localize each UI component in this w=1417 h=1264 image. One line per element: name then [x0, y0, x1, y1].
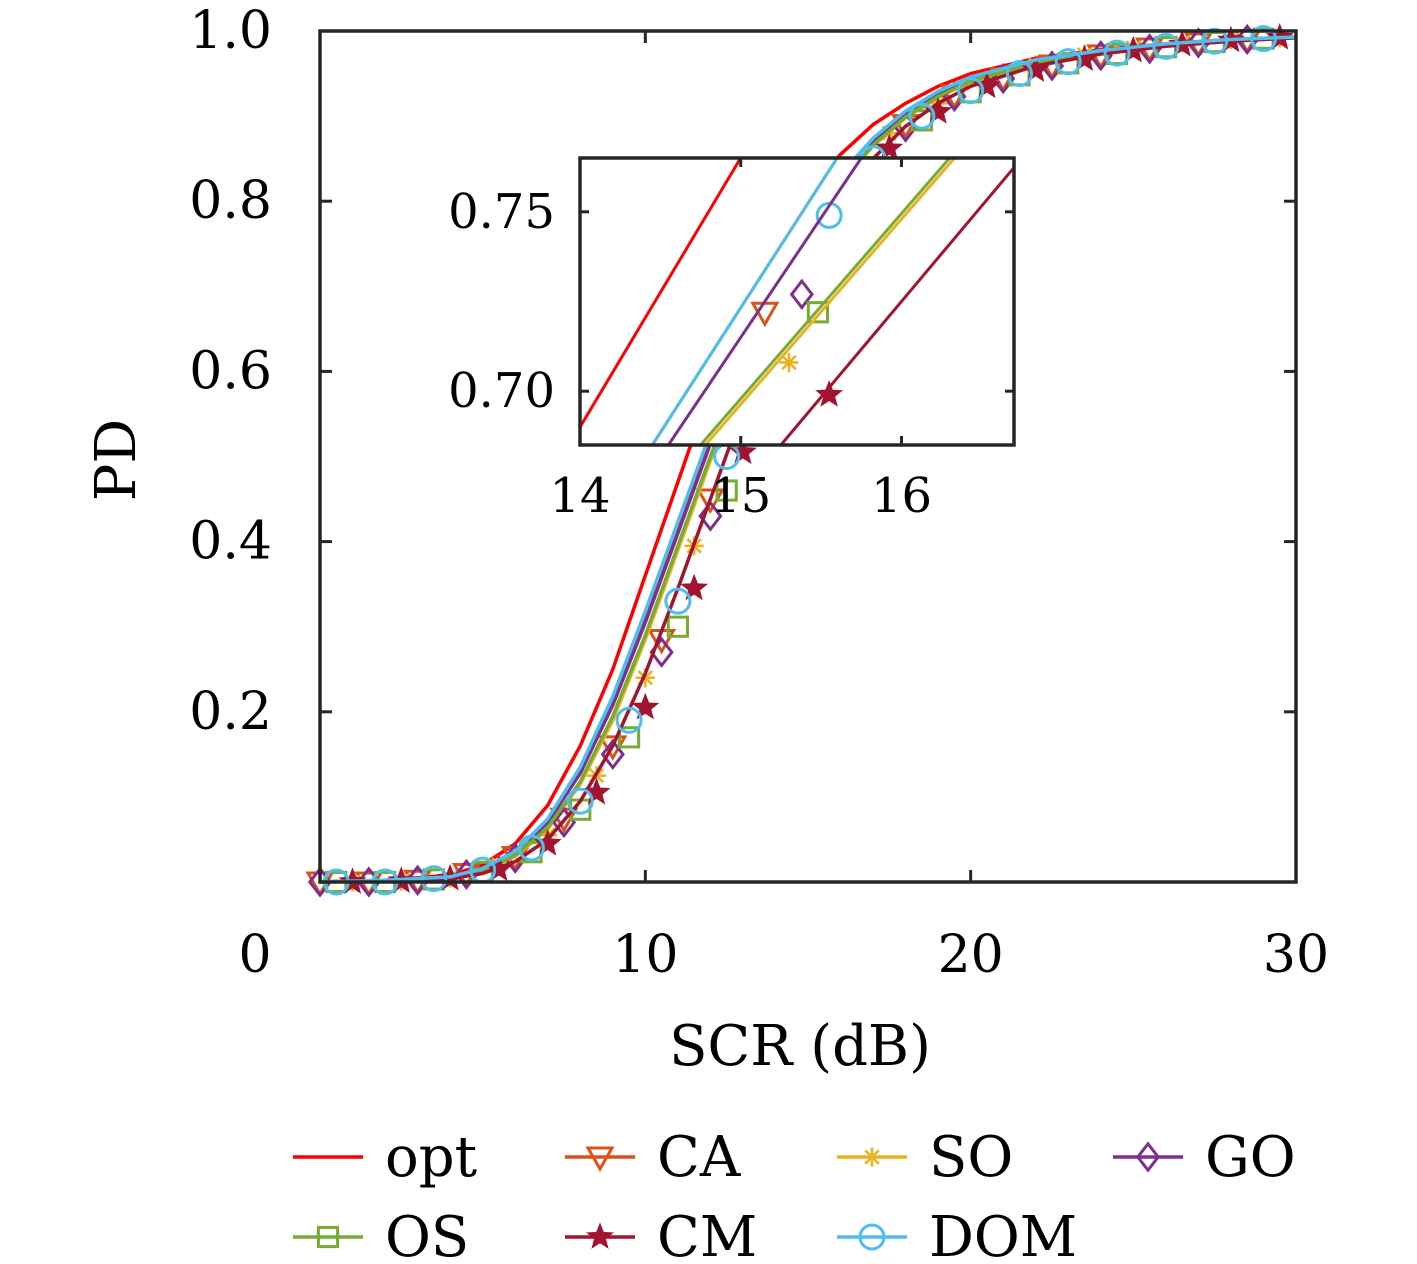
data-point-os — [715, 479, 738, 502]
legend-item-dom: DOM — [837, 1205, 1077, 1264]
inset-line-so — [704, 158, 956, 445]
legend-item-os: OS — [293, 1205, 469, 1264]
main-axis-ticks: 0 10 20 30 0.2 0.4 0.6 0.8 1.0 — [189, 1, 1329, 985]
inset-line-dom — [651, 158, 839, 445]
y-tick-label: 0.6 — [189, 341, 272, 401]
inset-y-tick-label: 0.75 — [448, 184, 555, 240]
data-point-cm — [582, 777, 611, 805]
data-point-dom — [1054, 48, 1082, 76]
data-point-go — [698, 500, 723, 532]
legend-label: GO — [1205, 1125, 1296, 1190]
y-tick-label: 0.2 — [189, 682, 272, 742]
inset-point-go — [789, 278, 814, 310]
inset-zoom-panel: 14 15 16 0.70 0.75 — [448, 156, 1016, 524]
data-point-dom — [1249, 25, 1277, 53]
data-point-dom — [566, 787, 594, 815]
data-point-cm — [875, 133, 904, 161]
inset-frame — [578, 156, 1016, 447]
legend-marker-cm — [586, 1222, 614, 1249]
legend-label: SO — [929, 1125, 1013, 1190]
data-point-dom — [1005, 60, 1033, 88]
legend-label: DOM — [929, 1205, 1077, 1264]
inset-series-group — [580, 158, 1014, 445]
legend-marker-ca — [585, 1146, 615, 1173]
data-point-dom — [1152, 32, 1180, 60]
data-point-dom — [420, 865, 448, 893]
data-point-dom — [957, 77, 985, 105]
data-point-dom — [664, 587, 692, 615]
inset-x-tick-label: 15 — [710, 468, 771, 524]
legend-marker-os — [316, 1225, 340, 1249]
y-tick-label: 0.4 — [189, 512, 272, 572]
x-tick-label: 10 — [612, 925, 678, 985]
y-axis-label: PD — [84, 419, 149, 502]
legend-item-so: SO — [837, 1125, 1013, 1190]
legend-item-opt: opt — [293, 1125, 478, 1190]
inset-point-so — [779, 352, 799, 373]
data-point-cm — [680, 573, 709, 601]
data-point-dom — [1201, 27, 1229, 55]
legend-label: CA — [657, 1125, 741, 1190]
main-plot-frame — [318, 29, 1298, 884]
inset-line-cm — [779, 165, 1014, 445]
data-point-go — [600, 738, 625, 771]
inset-line-opt — [580, 158, 742, 428]
inset-x-tick-label: 16 — [871, 468, 932, 524]
main-plot-area — [305, 23, 1297, 898]
series-cm — [319, 23, 1297, 894]
inset-axis-ticks: 14 15 16 0.70 0.75 — [448, 158, 1014, 524]
legend-item-ca: CA — [565, 1125, 741, 1190]
data-point-cm — [631, 692, 660, 720]
legend-marker-go — [1135, 1141, 1161, 1173]
inset-x-tick-label: 14 — [549, 468, 610, 524]
x-tick-label: 20 — [938, 925, 1004, 985]
legend-label: opt — [385, 1125, 478, 1190]
inset-plot-area — [580, 158, 1014, 445]
data-point-cm — [1021, 55, 1050, 82]
x-tick-label: 0 — [238, 925, 271, 985]
legend-label: OS — [385, 1205, 469, 1264]
inset-line-go — [667, 158, 863, 445]
data-point-dom — [517, 834, 545, 862]
y-tick-label: 1.0 — [189, 1, 272, 61]
legend-marker-dom — [858, 1223, 886, 1251]
x-axis-label: SCR (dB) — [669, 1014, 931, 1079]
data-point-os — [666, 615, 689, 638]
inset-point-os — [806, 301, 829, 324]
legend-item-cm: CM — [565, 1205, 757, 1264]
legend-item-go: GO — [1113, 1125, 1296, 1190]
y-tick-label: 0.8 — [189, 171, 272, 231]
legend: opt CA SO GO OS CM DOM — [293, 1125, 1296, 1264]
data-point-dom — [908, 102, 936, 130]
inset-point-cm — [815, 380, 844, 407]
data-point-dom — [615, 706, 643, 734]
inset-y-tick-label: 0.70 — [448, 363, 555, 419]
data-point-os — [617, 726, 641, 749]
legend-label: CM — [657, 1205, 757, 1264]
x-tick-label: 30 — [1263, 925, 1329, 985]
legend-marker-so — [862, 1147, 882, 1167]
data-point-dom — [1103, 39, 1131, 67]
